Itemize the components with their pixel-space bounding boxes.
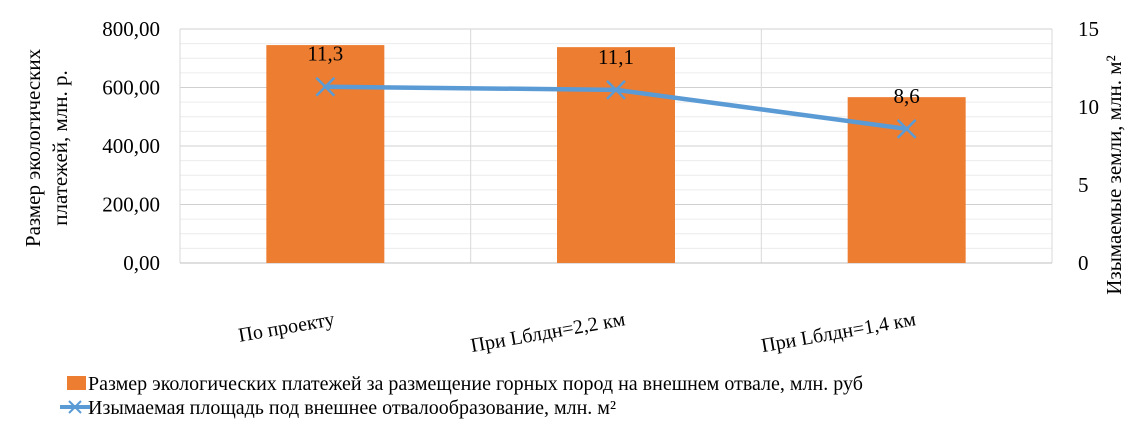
y-left-axis-title: Размер экологических платежей, млн. р. (21, 48, 72, 247)
bar-1 (266, 45, 385, 264)
category-label-2: При Lблдн=2,2 км (469, 308, 627, 357)
marker-stroke (315, 76, 336, 97)
category-label-1: По проекту (237, 308, 337, 347)
data-label-3: 8,6 (894, 84, 920, 108)
y-right-tick-label: 10 (1078, 95, 1099, 119)
legend-label-bar: Размер экологических платежей за размеще… (88, 373, 863, 395)
data-label-2: 11,1 (598, 45, 634, 69)
y-left-tick-label: 200,00 (102, 193, 160, 217)
line-marker-2 (606, 79, 626, 100)
y-right-tick-label: 0 (1078, 251, 1089, 275)
marker-stroke (896, 118, 917, 139)
y-left-axis-title-line: платежей, млн. р. (48, 70, 72, 226)
y-right-tick-label: 5 (1078, 173, 1089, 197)
y-right-tick-label: 15 (1078, 17, 1099, 41)
bar-2 (557, 47, 675, 264)
data-label-1: 11,3 (307, 42, 343, 66)
line-marker-1 (315, 76, 336, 97)
category-label-3: При Lблдн=1,4 км (760, 308, 918, 357)
line-marker-3 (896, 118, 917, 139)
y-left-tick-label: 600,00 (102, 76, 160, 100)
y-right-axis-title: Изымаемые земли, млн. м² (1102, 55, 1126, 295)
y-left-axis-title-line: Размер экологических (21, 48, 45, 247)
y-left-tick-label: 400,00 (102, 134, 160, 158)
marker-stroke (606, 79, 626, 100)
legend-marker-stroke (68, 400, 82, 414)
y-left-tick-label: 0,00 (123, 251, 160, 275)
legend-swatch-bar (67, 376, 86, 390)
legend-label-line: Изымаемая площадь под внешнее отвалообра… (88, 397, 616, 419)
y-left-tick-label: 800,00 (102, 17, 160, 41)
